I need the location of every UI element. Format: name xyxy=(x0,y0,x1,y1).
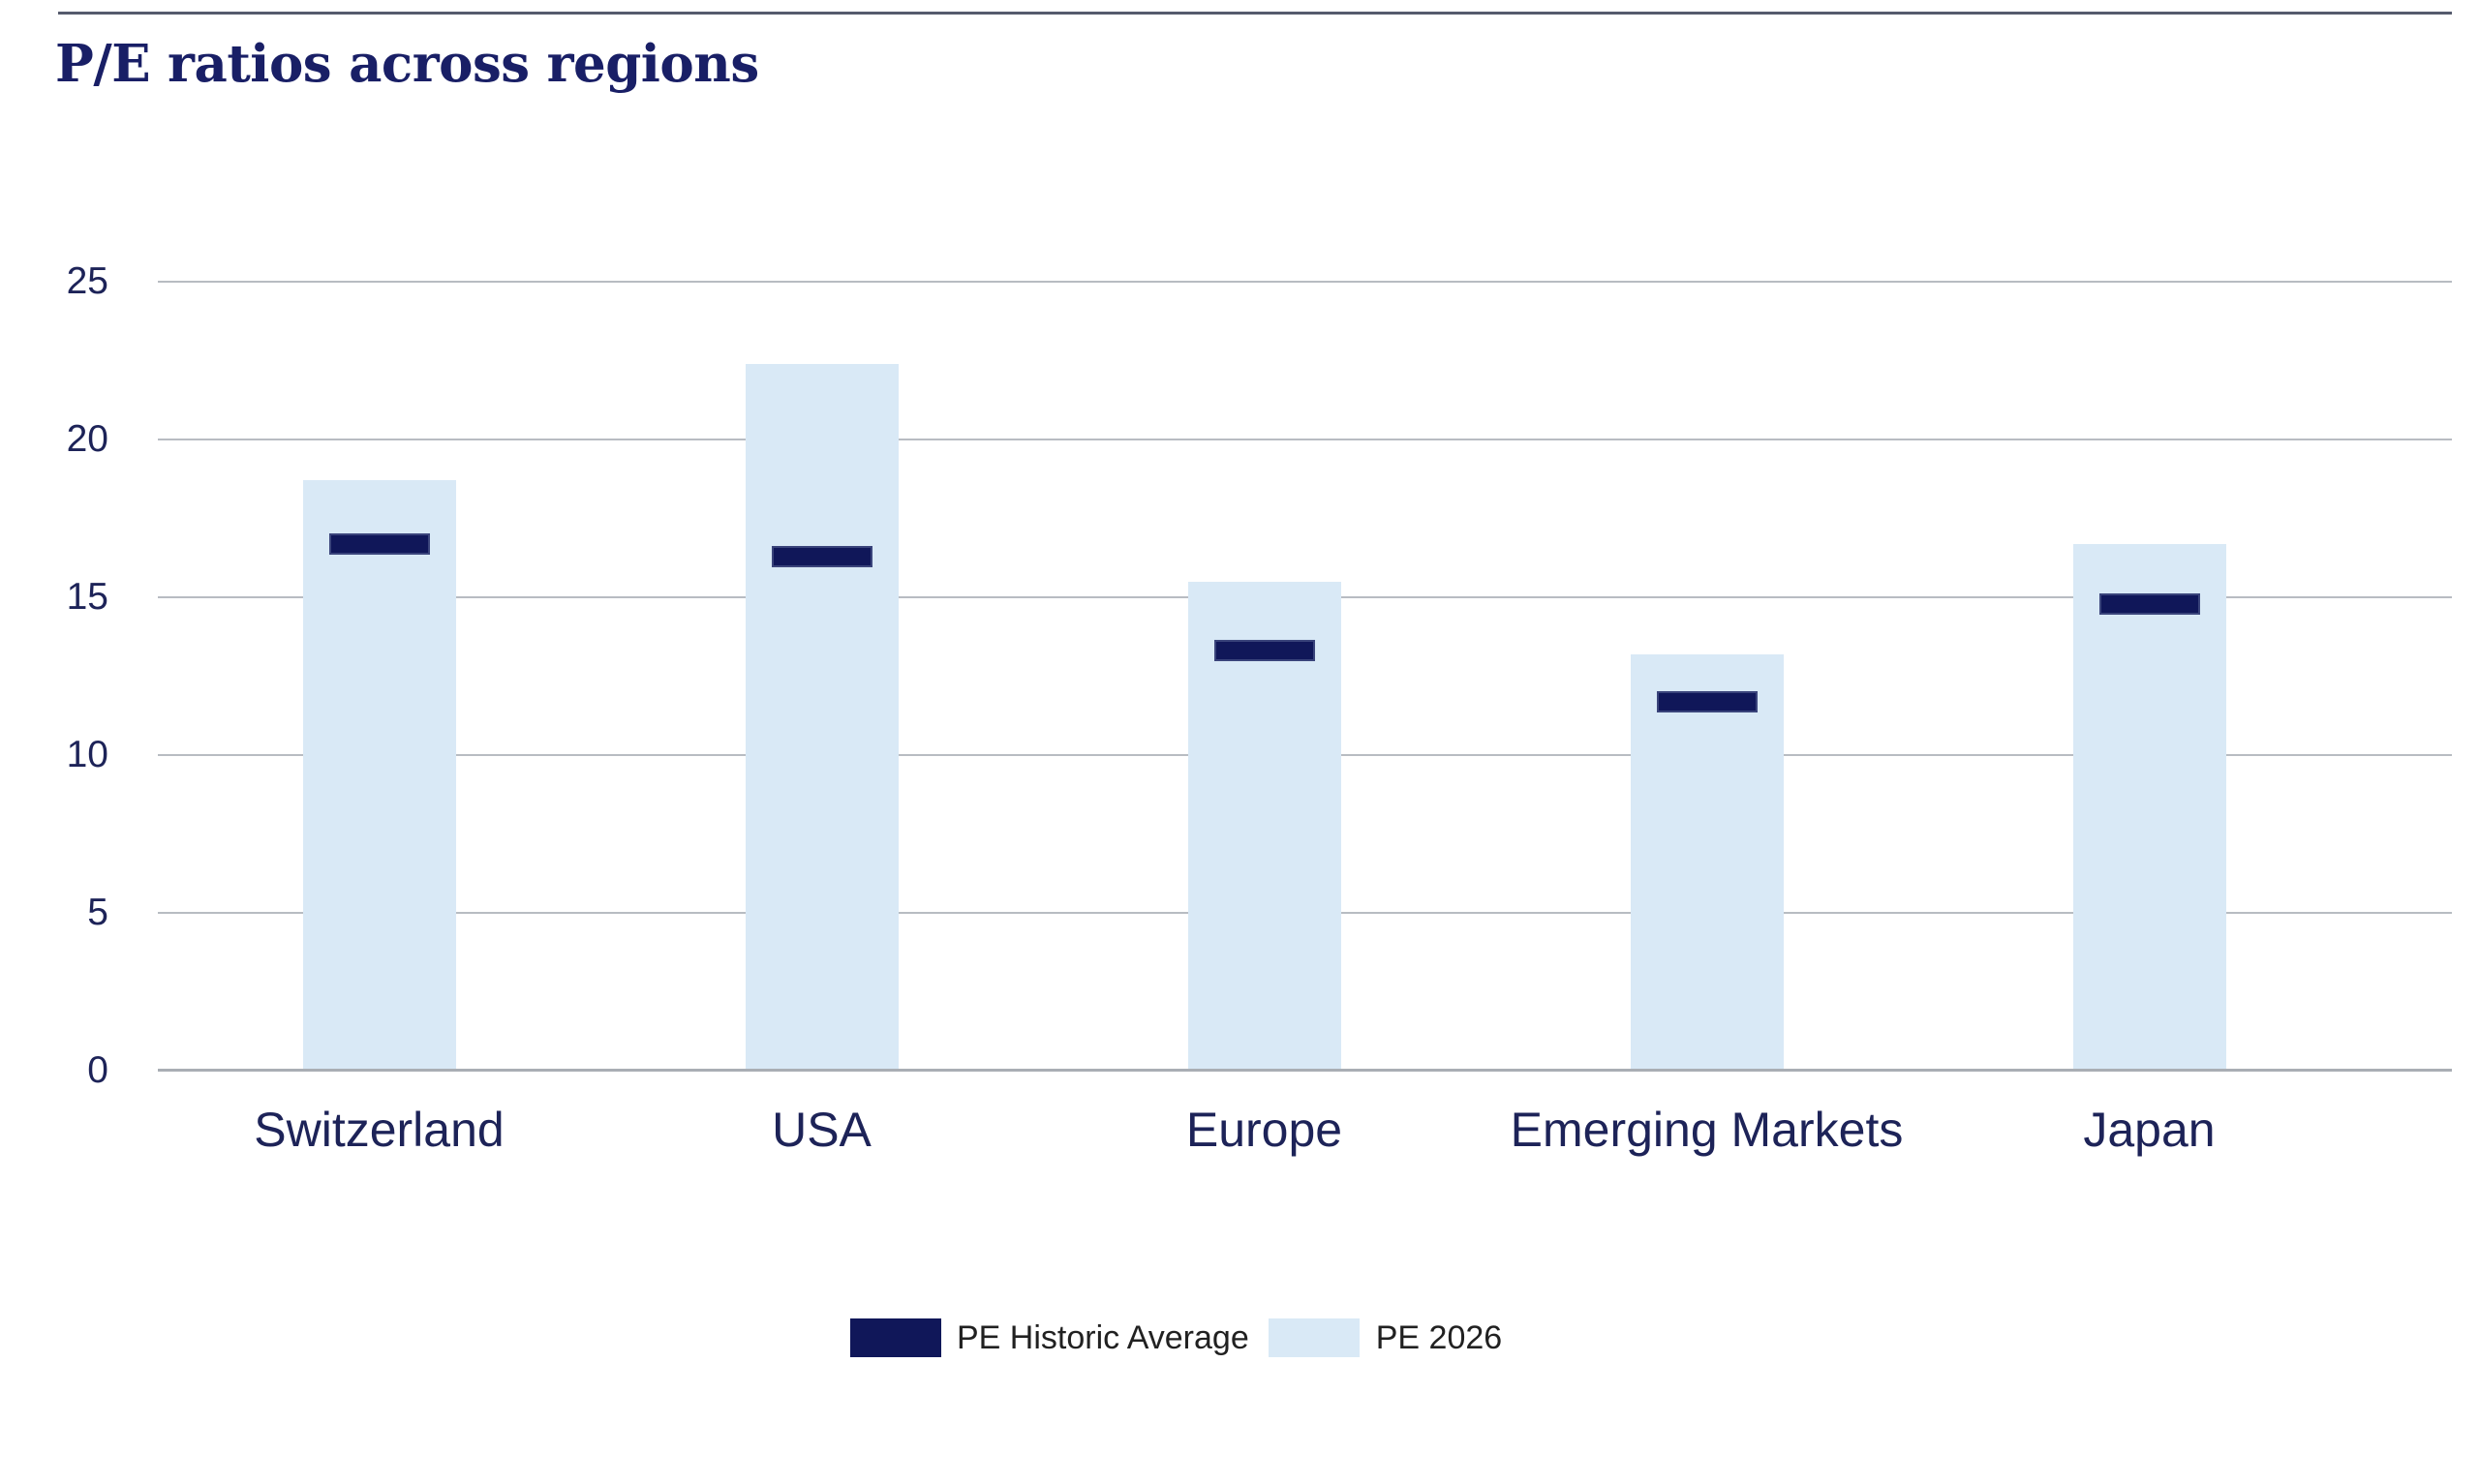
gridline xyxy=(158,281,2452,283)
chart-title: P/E ratios across regions xyxy=(55,34,759,94)
y-axis-tick-label: 10 xyxy=(66,734,108,775)
legend-label-pe-2026: PE 2026 xyxy=(1375,1319,1503,1356)
bar-usa xyxy=(746,364,899,1072)
y-axis-tick-label: 15 xyxy=(66,576,108,618)
x-axis-label-switzerland: Switzerland xyxy=(254,1103,505,1157)
x-axis-label-usa: USA xyxy=(772,1103,872,1157)
legend-swatch-pe-2026 xyxy=(1268,1318,1360,1357)
historic-average-marker-japan xyxy=(2099,593,2200,615)
historic-average-marker-emerging-markets xyxy=(1657,691,1758,712)
top-divider-rule xyxy=(58,12,2452,15)
y-axis-tick-label: 5 xyxy=(87,892,108,933)
y-axis-tick-label: 0 xyxy=(87,1049,108,1091)
bar-europe xyxy=(1188,582,1341,1072)
bar-japan xyxy=(2073,544,2226,1072)
historic-average-marker-usa xyxy=(772,546,872,567)
x-axis-label-europe: Europe xyxy=(1185,1103,1343,1157)
historic-average-marker-europe xyxy=(1214,640,1315,661)
legend-label-pe-historic-average: PE Historic Average xyxy=(957,1319,1249,1356)
chart-legend: PE Historic Average PE 2026 xyxy=(850,1318,1502,1357)
y-axis-tick-label: 20 xyxy=(66,418,108,460)
x-axis-label-emerging-markets: Emerging Markets xyxy=(1510,1103,1904,1157)
y-axis-tick-label: 25 xyxy=(66,260,108,302)
legend-swatch-pe-historic-average xyxy=(850,1318,941,1357)
bar-emerging-markets xyxy=(1631,654,1784,1072)
x-axis-label-japan: Japan xyxy=(2083,1103,2216,1157)
historic-average-marker-switzerland xyxy=(329,533,430,555)
gridline xyxy=(158,439,2452,440)
x-axis-line xyxy=(158,1069,2452,1072)
bar-switzerland xyxy=(303,480,456,1072)
